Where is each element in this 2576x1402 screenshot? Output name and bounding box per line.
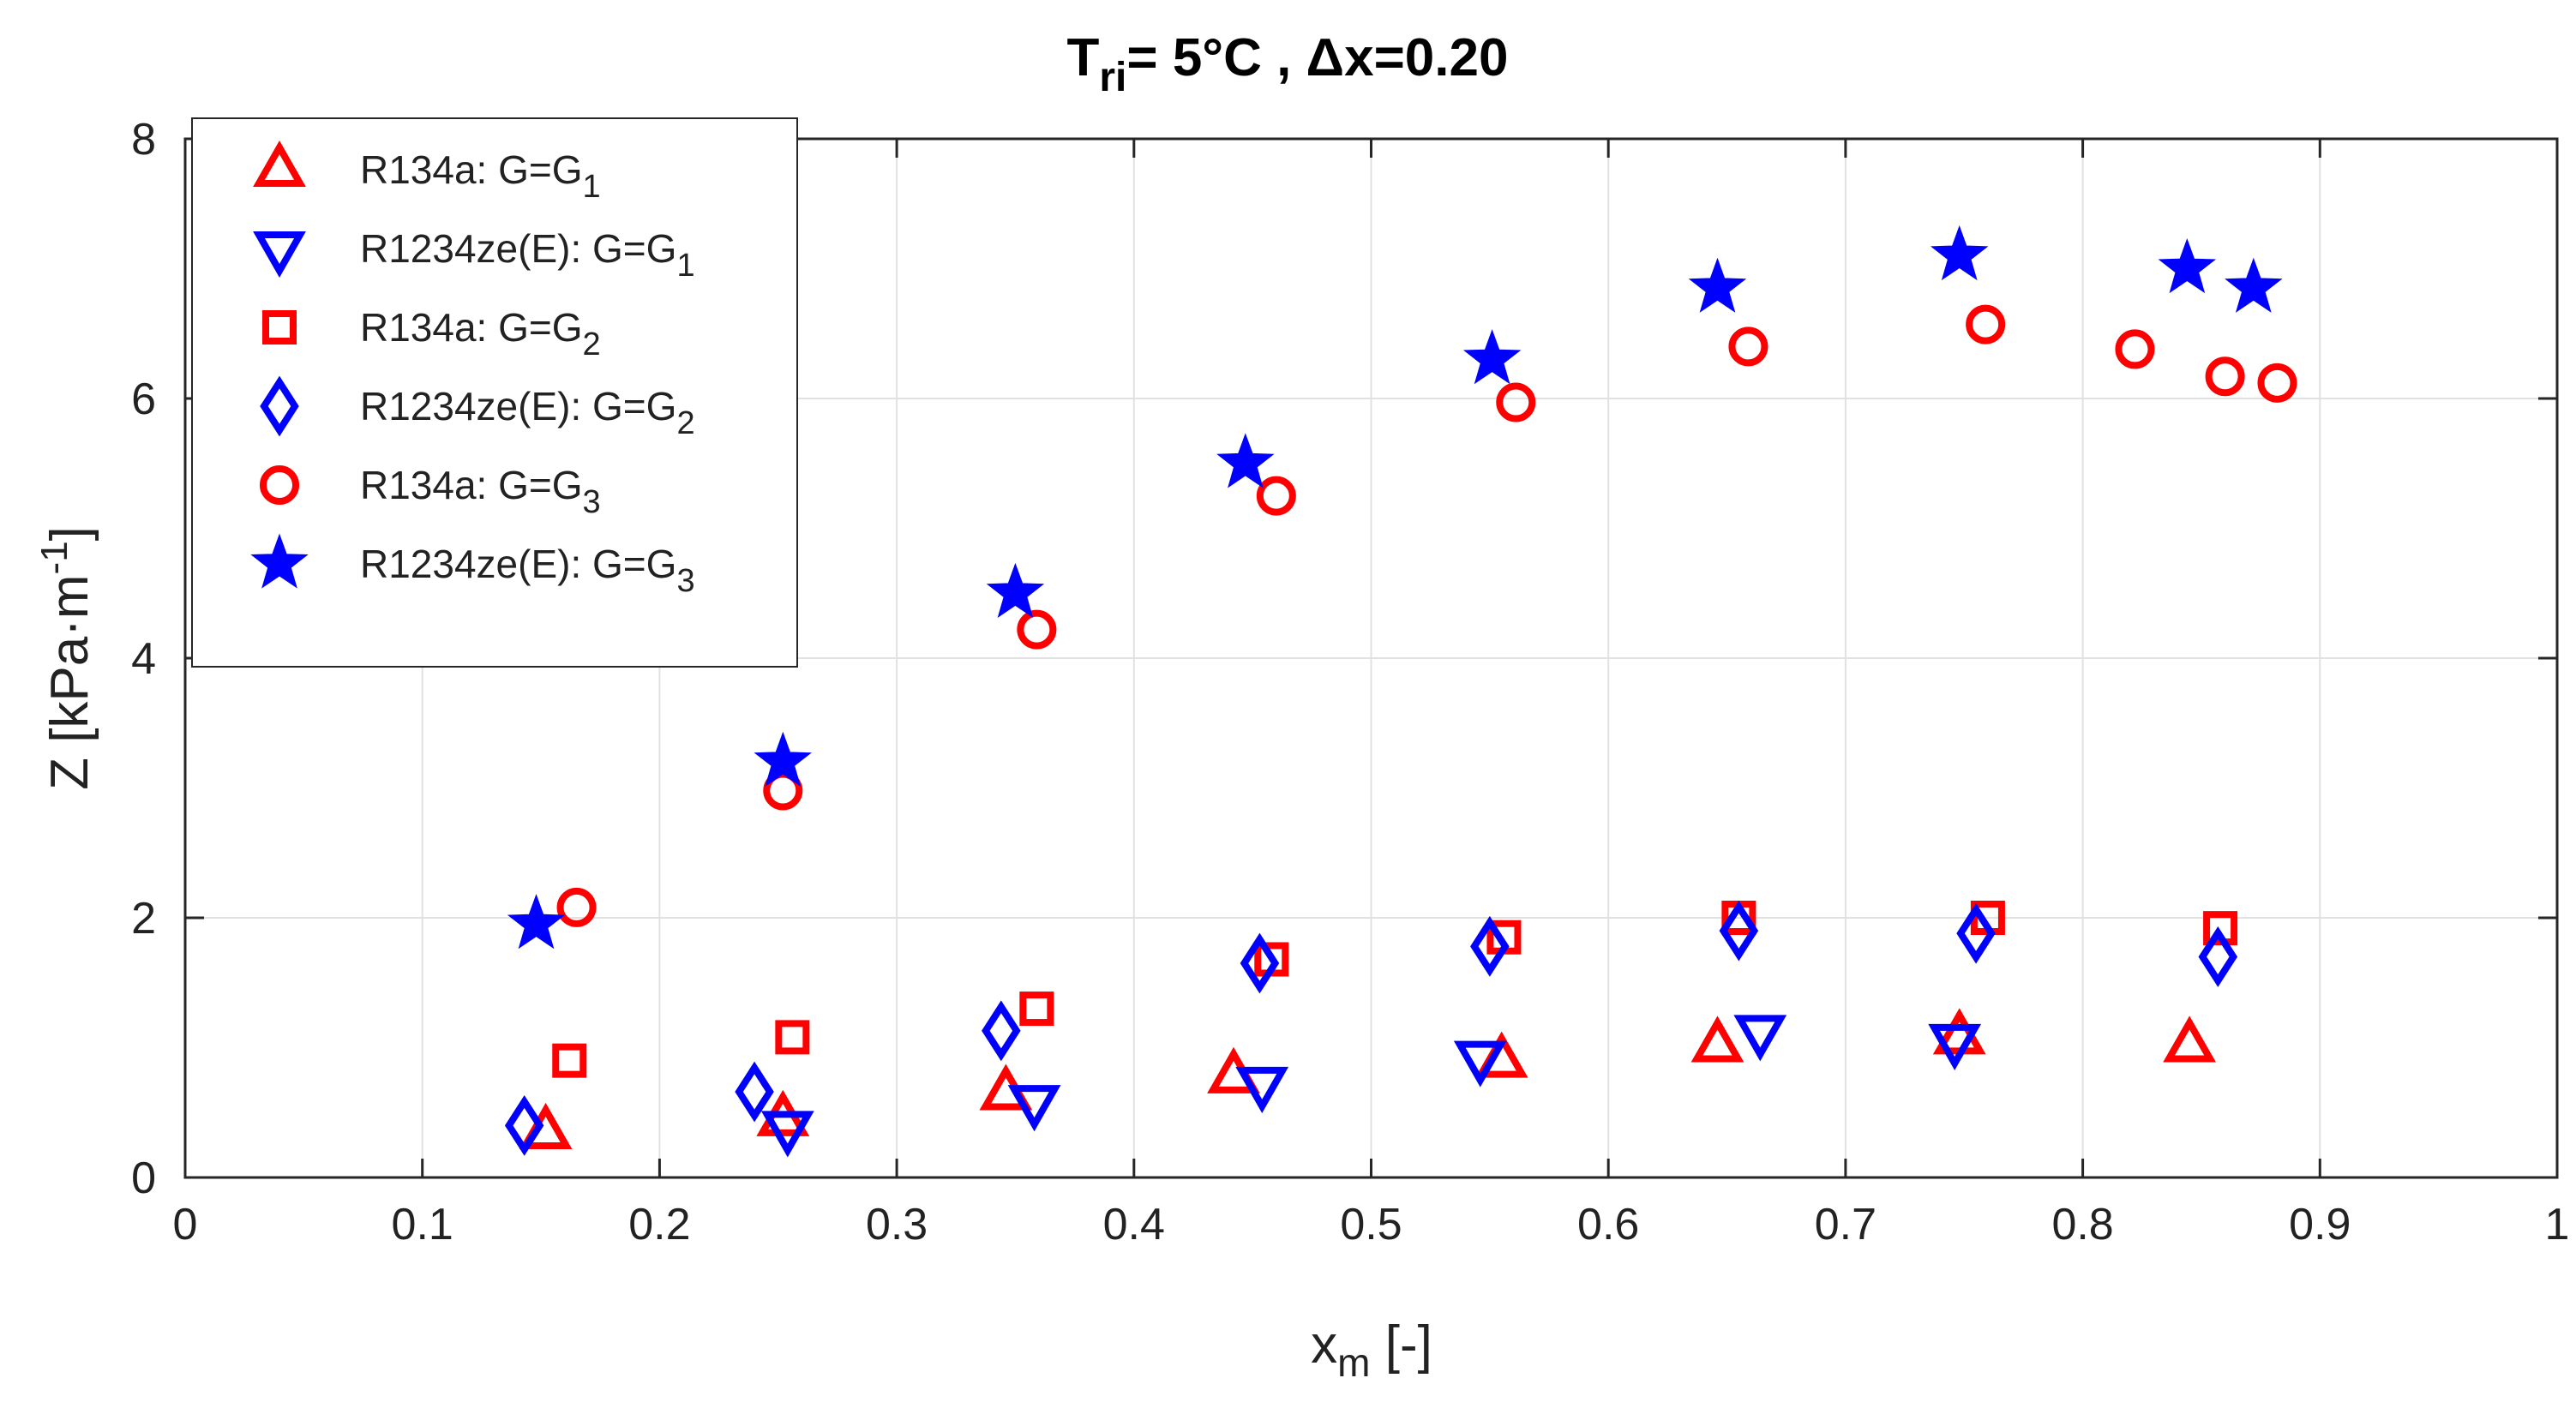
legend-label: R134a: G=G1 [360,147,601,205]
legend-item: R134a: G=G1 [253,140,601,205]
data-markers [504,225,2297,1158]
x-tick-label: 0.1 [392,1200,453,1249]
legend-item: R1234ze(E): G=G3 [250,533,695,599]
series-circle [556,304,2297,927]
data-point-circle [1256,476,1296,516]
data-point-star [2225,257,2283,313]
series-star [507,225,2283,950]
x-tick-label: 0.2 [628,1200,690,1249]
data-point-square [1019,992,1054,1027]
data-point-star [1930,225,1989,281]
data-point-star [1688,257,1747,313]
data-point-triangle-down [1453,1040,1507,1087]
data-point-circle [1496,382,1536,422]
legend-item: R1234ze(E): G=G2 [260,375,695,441]
legend-label: R1234ze(E): G=G3 [360,542,695,599]
legend-marker-star [250,533,309,589]
legend-label: R134a: G=G2 [360,305,601,362]
legend: R134a: G=G1 R1234ze(E): G=G1 R134a: G=G2 R1… [191,117,798,668]
data-point-star [1216,433,1275,488]
legend-item: R134a: G=G2 [262,305,601,362]
data-point-triangle-down [1733,1015,1787,1062]
data-point-triangle-down [1235,1066,1289,1113]
y-axis-label: Z [kPa·m-1] [33,526,99,790]
legend-marker-square [262,310,297,345]
data-point-circle [1017,609,1057,650]
x-tick-label: 0.9 [2289,1200,2351,1249]
data-point-diamond [1956,902,1996,964]
data-point-diamond [982,1000,1021,1062]
data-point-star [507,894,566,950]
x-tick-label: 0.4 [1103,1200,1165,1249]
legend-item: R134a: G=G3 [260,463,601,520]
data-point-circle [2257,362,2297,403]
data-point-circle [1728,327,1768,367]
data-point-circle [2205,356,2245,397]
legend-label: R1234ze(E): G=G2 [360,384,695,441]
x-tick-label: 0 [173,1200,198,1249]
data-point-triangle-down [760,1111,814,1158]
data-point-diamond [2198,926,2238,987]
y-tick-label: 2 [131,894,156,944]
data-point-triangle-down [1928,1023,1982,1070]
data-point-star [754,731,812,787]
legend-marker-circle [260,465,299,505]
data-point-diamond [1719,900,1759,962]
x-tick-label: 0.8 [2051,1200,2113,1249]
data-point-triangle-down [1007,1085,1061,1132]
series-triangle-down [760,1015,1982,1158]
y-tick-label: 0 [131,1153,156,1203]
legend-marker-triangle-down [253,231,306,279]
data-point-square [552,1043,587,1078]
legend-label: R1234ze(E): G=G1 [360,226,695,284]
legend-label: R134a: G=G3 [360,463,601,520]
x-tick-label: 0.3 [866,1200,928,1249]
data-point-diamond [1470,915,1510,977]
data-point-diamond [504,1095,544,1156]
y-tick-label: 8 [131,115,156,165]
data-point-circle [2115,329,2155,369]
x-axis-label: xm [-] [1311,1315,1432,1385]
data-point-circle [556,887,597,927]
legend-marker-diamond [260,375,299,437]
x-tick-label: 0.7 [1815,1200,1876,1249]
data-point-triangle-up [1690,1016,1744,1063]
data-point-diamond [735,1061,774,1123]
data-point-square [775,1020,810,1055]
series-diamond [504,900,2238,1156]
data-point-diamond [1240,932,1280,994]
data-point-star [1462,329,1522,385]
data-point-star [986,562,1045,618]
legend-marker-triangle-up [253,140,306,187]
chart-title: Tri= 5°C , Δx=0.20 [1067,28,1509,100]
x-tick-label: 0.6 [1577,1200,1639,1249]
y-tick-label: 6 [131,374,156,424]
x-tick-label: 1 [2545,1200,2570,1249]
axis-ticks: 0 0.1 0.2 0.3 0.4 0.5 0.6 0.7 0.8 0.9 1 0 2 4 6 8 [131,115,2569,1249]
data-point-circle [1966,304,2006,345]
legend-item: R1234ze(E): G=G1 [253,226,695,284]
data-point-star [2158,238,2217,294]
x-tick-label: 0.5 [1340,1200,1402,1249]
data-point-triangle-up [2163,1016,2217,1063]
y-tick-label: 4 [131,634,156,684]
